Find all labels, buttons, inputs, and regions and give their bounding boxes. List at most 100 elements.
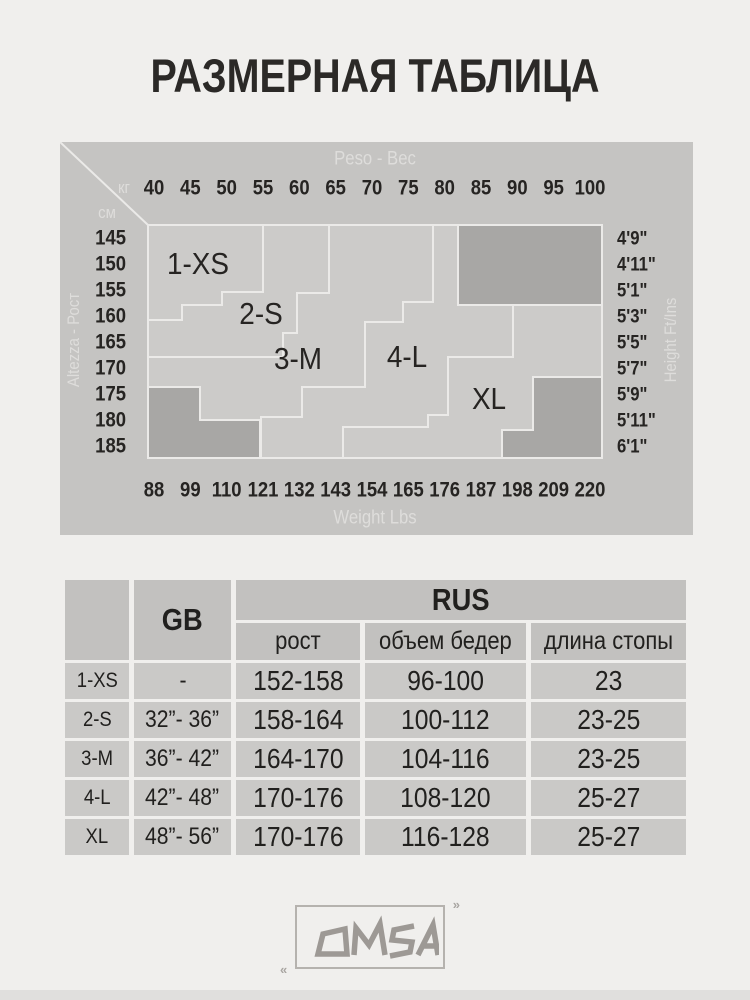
height-cell-value: 158-164 — [252, 704, 344, 735]
foot-cell-value: 25-27 — [576, 821, 641, 852]
logo-arrow-right-icon: » — [452, 897, 460, 912]
lbs-tick: 209 — [538, 478, 569, 501]
table-header-hips: объем бедер — [365, 623, 526, 660]
zone-boundary-line-0 — [148, 225, 264, 321]
ftins-tick: 4'9" — [617, 227, 647, 248]
zone-boundary-line-3 — [342, 305, 514, 458]
table-header-height: рост — [236, 623, 360, 660]
omsa-logo-mark — [314, 915, 439, 959]
table-row-xl-foot-cell: 25-27 — [531, 819, 686, 855]
gb-header-label: GB — [162, 602, 203, 637]
zone-label-xl: XL — [472, 382, 506, 417]
size-cell-value: 4-L — [83, 786, 111, 809]
table-corner-cell — [65, 580, 129, 660]
lbs-tick: 121 — [248, 478, 279, 501]
cm-tick: 170 — [95, 356, 126, 379]
hips-cell-value: 104-116 — [401, 743, 490, 774]
right-axis-title: Height Ft/Ins — [662, 298, 680, 383]
lbs-tick: 88 — [144, 478, 165, 501]
kg-tick: 55 — [253, 176, 274, 199]
table-row-1-xs-size-cell: 1-XS — [65, 663, 129, 699]
table-row-4-l-gb-cell: 42”- 48” — [134, 780, 231, 816]
top-axis-title: Peso - Вес — [334, 147, 416, 168]
size-cell-value: 1-XS — [76, 669, 118, 692]
table-row-2-s-hips-cell: 100-112 — [365, 702, 526, 738]
table-row-3-m-hips-cell: 104-116 — [365, 741, 526, 777]
zone-label-4-l: 4-L — [387, 340, 427, 375]
logo-arrow-left-icon: « — [280, 962, 288, 977]
page-title: РАЗМЕРНАЯ ТАБЛИЦА — [150, 49, 600, 102]
cm-tick: 150 — [95, 252, 126, 275]
table-row-4-l-height-cell: 170-176 — [236, 780, 360, 816]
zone-boundary-line-1 — [148, 225, 330, 358]
foot-subheader-label: длина стопы — [543, 627, 674, 655]
logo-letter-s — [388, 923, 416, 959]
lbs-tick: 143 — [320, 478, 351, 501]
table-row-1-xs-foot-cell: 23 — [531, 663, 686, 699]
lbs-tick: 132 — [284, 478, 315, 501]
lbs-tick: 110 — [212, 478, 242, 501]
left-axis-title: Altezza - Рост — [65, 292, 83, 387]
brand-logo: » « — [280, 898, 460, 976]
gb-cell-value: 42”- 48” — [145, 784, 220, 811]
table-header-gb: GB — [134, 580, 231, 660]
ftins-tick: 5'1" — [617, 279, 647, 300]
hips-cell-value: 100-112 — [401, 704, 490, 735]
logo-letter-o — [314, 925, 350, 957]
kg-tick: 50 — [216, 176, 237, 199]
zone-label-2-s: 2-S — [239, 297, 282, 332]
table-header-rus: RUS — [236, 580, 686, 620]
height-cell-value: 170-176 — [252, 782, 344, 813]
lbs-tick: 198 — [502, 478, 533, 501]
kg-tick: 95 — [543, 176, 564, 199]
kg-tick: 65 — [325, 176, 346, 199]
table-row-1-xs-gb-cell: - — [134, 663, 231, 699]
table-header-foot: длина стопы — [531, 623, 686, 660]
hips-cell-value: 108-120 — [400, 782, 491, 813]
bottom-edge-shade — [0, 990, 750, 1000]
cm-tick: 175 — [95, 382, 126, 405]
ftins-tick: 5'11" — [617, 409, 656, 430]
height-cell-value: 170-176 — [252, 821, 344, 852]
lbs-tick: 187 — [466, 478, 497, 501]
cm-tick: 180 — [95, 408, 126, 431]
size-cell-value: 2-S — [82, 708, 112, 731]
ftins-tick: 5'9" — [617, 383, 647, 404]
kg-tick: 85 — [471, 176, 492, 199]
table-row-3-m-size-cell: 3-M — [65, 741, 129, 777]
table-row-xl-size-cell: XL — [65, 819, 129, 855]
out-of-range-region-1 — [147, 386, 261, 459]
kg-tick: 75 — [398, 176, 419, 199]
cm-tick: 185 — [95, 434, 126, 457]
gb-cell-value: 48”- 56” — [145, 823, 220, 850]
height-cell-value: 152-158 — [252, 665, 344, 696]
kg-tick: 40 — [144, 176, 165, 199]
foot-cell-value: 23-25 — [576, 743, 641, 774]
table-row-4-l-size-cell: 4-L — [65, 780, 129, 816]
zone-boundary-line-2 — [260, 225, 434, 458]
lbs-tick: 220 — [575, 478, 606, 501]
kg-tick: 45 — [180, 176, 201, 199]
bottom-axis-title: Weight Lbs — [333, 506, 416, 527]
ftins-tick: 6'1" — [617, 435, 647, 456]
height-subheader-label: рост — [275, 627, 321, 655]
kg-tick: 90 — [507, 176, 528, 199]
lbs-tick: 154 — [357, 478, 388, 501]
lbs-tick: 165 — [393, 478, 424, 501]
zone-label-1-xs: 1-XS — [167, 247, 229, 282]
table-row-1-xs-hips-cell: 96-100 — [365, 663, 526, 699]
cm-tick: 155 — [95, 278, 126, 301]
gb-cell-value: 32”- 36” — [145, 706, 220, 733]
size-zone-chart-panel: 40 88 45 99 50 110 55 121 60 132 65 143 70 154 75 165 80… — [59, 141, 693, 535]
hips-cell-value: 96-100 — [407, 665, 484, 696]
kg-tick: 80 — [434, 176, 455, 199]
table-row-4-l-hips-cell: 108-120 — [365, 780, 526, 816]
cm-unit-label: см — [98, 204, 116, 222]
table-row-xl-height-cell: 170-176 — [236, 819, 360, 855]
gb-cell-value: - — [178, 667, 187, 694]
ftins-tick: 5'7" — [617, 357, 647, 378]
table-row-2-s-foot-cell: 23-25 — [531, 702, 686, 738]
table-row-xl-gb-cell: 48”- 56” — [134, 819, 231, 855]
foot-cell-value: 23 — [594, 665, 623, 696]
